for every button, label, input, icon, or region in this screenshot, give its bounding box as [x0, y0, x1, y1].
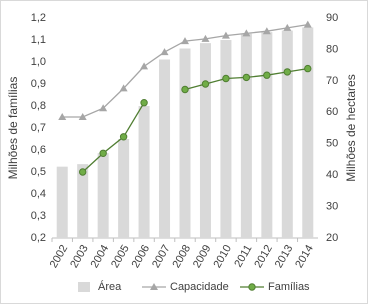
y2-tick-label: 80 [326, 43, 338, 55]
y-tick-label: 0,6 [31, 144, 46, 156]
marker [262, 27, 271, 35]
y-axis-title: Milhões de famílias [6, 77, 20, 180]
y-tick-label: 1,0 [31, 56, 46, 68]
bar [220, 40, 232, 238]
marker [222, 74, 230, 83]
legend-label: Capacidade [170, 281, 229, 293]
marker [140, 62, 149, 70]
marker [242, 29, 251, 37]
marker [119, 84, 128, 92]
bar [138, 106, 150, 238]
y-tick-label: 0,4 [31, 188, 46, 200]
bar [179, 48, 191, 238]
bar [97, 153, 109, 238]
marker [283, 23, 292, 31]
line [82, 102, 145, 173]
marker [99, 104, 108, 112]
y-tick-label: 1,1 [31, 34, 46, 46]
marker [242, 73, 251, 82]
y2-tick-label: 40 [326, 169, 338, 181]
y-tick-label: 0,5 [31, 166, 46, 178]
y-tick-label: 0,8 [31, 100, 46, 112]
bar [56, 166, 68, 238]
y2-tick-label: 20 [326, 232, 338, 244]
y-tick-label: 0,7 [31, 122, 46, 134]
y2-tick-label: 70 [326, 75, 338, 87]
bar [302, 27, 314, 238]
legend-swatch [78, 282, 90, 292]
y2-axis-title: Milhões de hectares [344, 74, 358, 181]
bar [281, 30, 293, 239]
y2-tick-label: 50 [326, 138, 338, 150]
y-tick-label: 0,3 [31, 210, 46, 222]
y-tick-label: 0,2 [31, 232, 46, 244]
marker [283, 68, 292, 76]
marker [99, 149, 107, 158]
marker [140, 99, 148, 107]
marker [221, 31, 230, 39]
marker [304, 64, 312, 73]
bar [118, 139, 130, 238]
y-tick-label: 0,9 [31, 78, 46, 90]
y2-tick-label: 90 [326, 12, 338, 24]
marker [181, 37, 189, 45]
legend-label: Famílias [268, 281, 310, 293]
legend-label: Área [98, 280, 122, 293]
bar [199, 43, 211, 239]
legend-swatch [150, 283, 158, 290]
marker [78, 168, 87, 176]
bar [159, 59, 171, 238]
bar [77, 164, 89, 238]
marker [263, 71, 271, 79]
bar [261, 32, 273, 239]
y2-tick-label: 30 [326, 200, 338, 212]
bar [240, 33, 252, 238]
marker [201, 80, 210, 88]
marker [119, 133, 128, 141]
marker [303, 20, 312, 28]
marker [78, 113, 87, 120]
marker [160, 48, 169, 56]
marker [58, 113, 67, 120]
y2-tick-label: 60 [326, 106, 338, 118]
legend-swatch [248, 283, 256, 291]
marker [181, 85, 189, 94]
y-tick-label: 1,2 [31, 12, 46, 24]
marker [201, 34, 210, 42]
